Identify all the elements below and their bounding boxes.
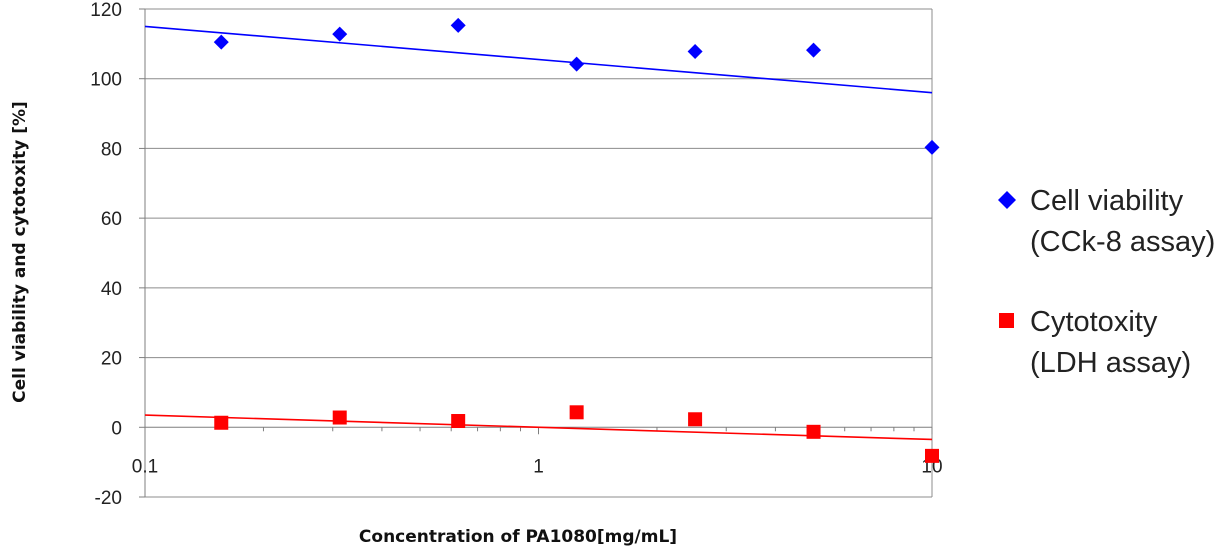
- x-tick-label: 1: [533, 456, 544, 477]
- data-point-diamond: [332, 26, 348, 42]
- legend: Cell viability (CCk-8 assay) Cytotoxity …: [998, 185, 1215, 379]
- data-point-square: [569, 405, 584, 420]
- x-tick-labels: 0.1 1 10: [132, 456, 943, 477]
- legend-label-line2: (LDH assay): [1030, 347, 1191, 379]
- data-point-square: [806, 424, 821, 439]
- y-tick-label: 20: [101, 349, 122, 370]
- y-tick-label: 40: [101, 279, 122, 300]
- data-point-diamond: [806, 42, 822, 58]
- data-point-square: [451, 414, 466, 429]
- legend-label-line1: Cell viability: [1030, 185, 1184, 217]
- x-tick-label: 0.1: [132, 456, 158, 477]
- legend-item-cell-viability: Cell viability (CCk-8 assay): [998, 185, 1215, 258]
- y-tick-label: 0: [111, 418, 122, 439]
- y-axis-title: Cell viability and cytotoxity [%]: [10, 101, 30, 403]
- gridlines: [145, 8, 932, 498]
- data-point-diamond: [450, 17, 466, 33]
- legend-label-line1: Cytotoxity: [1030, 306, 1158, 338]
- trendline: [144, 25, 933, 94]
- trendlines: [144, 25, 933, 441]
- legend-square-marker: [999, 313, 1014, 328]
- legend-item-cytotoxity: Cytotoxity (LDH assay): [999, 306, 1191, 379]
- data-point-square: [214, 415, 229, 430]
- data-point-square: [332, 410, 347, 425]
- legend-diamond-marker: [998, 191, 1016, 209]
- y-tick-label: -20: [95, 488, 122, 509]
- x-axis-title: Concentration of PA1080[mg/mL]: [359, 527, 677, 547]
- data-markers: [213, 17, 940, 463]
- y-tick-label: 100: [90, 70, 122, 91]
- y-tick-label: 60: [101, 209, 122, 230]
- trendline: [144, 414, 933, 441]
- legend-label-line2: (CCk-8 assay): [1030, 226, 1215, 258]
- data-point-square: [688, 412, 703, 427]
- data-point-diamond: [924, 139, 940, 155]
- data-point-square: [925, 448, 939, 463]
- data-point-diamond: [213, 34, 229, 50]
- data-point-diamond: [569, 56, 585, 72]
- y-tick-label: 120: [90, 0, 122, 21]
- y-tick-labels: -20 0 20 40 60 80 100 120: [90, 0, 122, 509]
- y-tick-label: 80: [101, 139, 122, 160]
- data-point-diamond: [687, 44, 703, 60]
